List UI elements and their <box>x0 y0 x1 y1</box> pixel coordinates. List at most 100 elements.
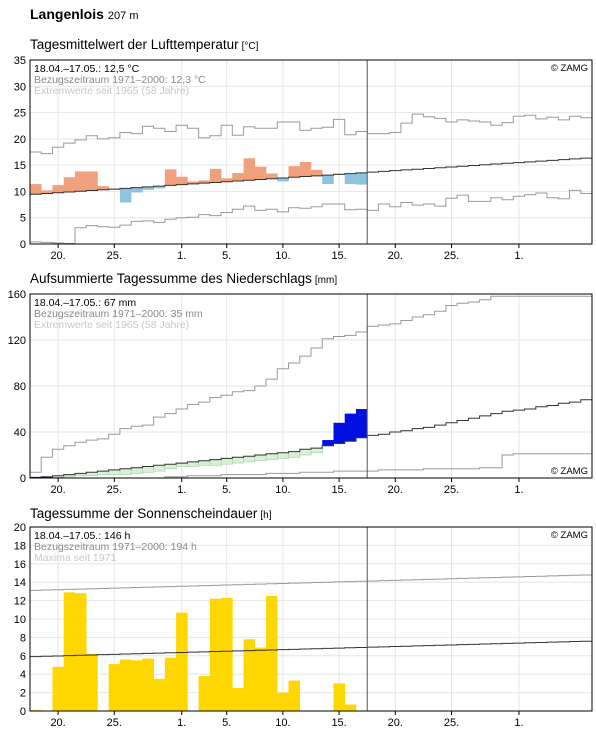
y-tick-label: 18 <box>14 540 26 552</box>
precipitation-unit: [mm] <box>314 275 338 286</box>
temperature-day-bar <box>131 187 143 193</box>
sunshine-day-bar <box>63 592 76 711</box>
temperature-day-bar <box>266 173 278 179</box>
temperature-day-bar <box>97 186 109 190</box>
x-tick-label: 25. <box>444 250 459 262</box>
temperature-day-bar <box>86 171 98 191</box>
temperature-chart: 0 5 10 15 20 25 30 35 20. 25. 1. 5. 10. 15. 20. 25. 1. 18… <box>14 55 593 262</box>
sunshine-day-bar <box>277 692 289 711</box>
precipitation-day-bar <box>243 455 256 463</box>
precipitation-day-bar <box>119 468 132 475</box>
precipitation-chart-title: Aufsummierte Tagessumme des Niederschlag… <box>30 271 337 286</box>
sunshine-day-bar <box>176 612 188 711</box>
x-tick-label: 20. <box>50 717 65 729</box>
temperature-day-bar <box>243 158 256 181</box>
legend-line-3: Maxima seit 1971 <box>34 552 116 564</box>
x-tick-label: 25. <box>444 484 459 496</box>
y-tick-label: 30 <box>14 81 26 93</box>
temperature-max-extreme-line <box>30 113 592 155</box>
legend-line-2: Bezugszeitraum 1971–2000: 35 mm <box>34 308 203 320</box>
temperature-day-bar <box>232 173 244 181</box>
station-elevation: 207 m <box>107 10 139 22</box>
x-tick-label: 20. <box>50 484 65 496</box>
y-tick-label: 0 <box>20 473 26 485</box>
sunshine-unit: [h] <box>260 510 272 521</box>
sunshine-day-bar <box>254 647 267 711</box>
copyright-label: © ZAMG <box>551 466 588 477</box>
temperature-day-bar <box>311 169 323 176</box>
y-tick-label: 2 <box>20 688 26 700</box>
plot-border <box>29 526 593 712</box>
temperature-day-bar <box>322 175 334 185</box>
legend-line-1: 18.04.–17.05.: 12,5 °C <box>34 63 140 75</box>
precipitation-day-bar <box>310 447 323 453</box>
legend-line-2: Bezugszeitraum 1971–2000: 194 h <box>34 541 197 553</box>
precipitation-day-bar <box>187 461 200 467</box>
temperature-chart-title: Tagesmittelwert der Lufttemperatur [°C] <box>30 37 258 52</box>
temperature-title-text: Tagesmittelwert der Lufttemperatur <box>30 37 239 52</box>
sunshine-day-bar <box>266 596 278 711</box>
x-tick-label: 25. <box>107 250 122 262</box>
temperature-day-bar <box>119 188 132 203</box>
temperature-day-bar <box>288 166 301 178</box>
precipitation-title-text: Aufsummierte Tagessumme des Niederschlag… <box>30 271 312 286</box>
precipitation-day-bar <box>130 467 143 474</box>
y-tick-label: 160 <box>8 289 26 301</box>
y-tick-label: 10 <box>14 186 26 198</box>
sunshine-max-line <box>30 574 592 591</box>
temperature-day-bar <box>176 176 188 185</box>
temperature-day-bar <box>142 186 154 190</box>
temperature-day-bar <box>153 186 166 189</box>
temperature-day-bar <box>277 178 289 182</box>
precipitation-day-bar <box>153 465 166 472</box>
sunshine-chart-title: Tagessumme der Sonnenscheindauer [h] <box>30 506 272 521</box>
temperature-day-bar <box>63 177 76 193</box>
sunshine-day-bar <box>131 660 143 711</box>
y-tick-label: 4 <box>20 669 26 681</box>
x-tick-label: 1. <box>177 484 186 496</box>
temperature-day-bar <box>344 173 357 185</box>
temperature-day-bar <box>221 178 233 182</box>
y-tick-label: 40 <box>14 427 26 439</box>
precipitation-day-bar <box>209 459 222 466</box>
sunshine-day-bar <box>86 653 98 711</box>
precipitation-day-bar <box>108 469 121 475</box>
sunshine-day-bar <box>153 678 166 711</box>
sunshine-day-bar <box>198 676 211 711</box>
y-tick-label: 20 <box>14 134 26 146</box>
plot-border <box>29 59 593 245</box>
precipitation-max-extreme-line <box>30 295 592 473</box>
sunshine-day-bar <box>243 639 256 711</box>
temperature-day-bar <box>30 184 42 195</box>
precipitation-day-bar <box>142 466 155 473</box>
y-tick-label: 6 <box>20 651 26 663</box>
temperature-normal-line <box>30 157 592 195</box>
y-tick-label: 15 <box>14 160 26 172</box>
temperature-unit: [°C] <box>241 41 259 52</box>
temperature-day-bar <box>41 190 53 194</box>
x-tick-label: 15. <box>331 484 346 496</box>
x-tick-label: 5. <box>222 484 231 496</box>
precipitation-day-bar <box>355 409 368 438</box>
temperature-day-bar <box>209 168 222 183</box>
precipitation-day-bar <box>198 460 211 466</box>
y-tick-label: 20 <box>14 522 26 534</box>
precipitation-day-bar <box>333 422 346 444</box>
y-tick-label: 12 <box>14 596 26 608</box>
precipitation-normal-line <box>30 399 592 479</box>
sunshine-chart: 0 2 4 6 8 10 12 14 16 18 20 20. 25. 1. 5. 10. 15. 20. 25. 1… <box>14 522 593 729</box>
temperature-day-bar <box>299 161 312 177</box>
precipitation-day-bar <box>322 440 334 446</box>
temperature-day-bar <box>164 169 177 186</box>
sunshine-day-bar <box>333 683 346 711</box>
x-tick-label: 25. <box>107 484 122 496</box>
x-tick-label: 15. <box>331 717 346 729</box>
temperature-day-bar <box>254 166 267 180</box>
sunshine-day-bar <box>288 680 301 711</box>
y-tick-label: 120 <box>8 335 26 347</box>
sunshine-title-text: Tagessumme der Sonnenscheindauer <box>30 506 258 521</box>
temperature-day-bar <box>74 171 87 192</box>
y-tick-label: 8 <box>20 632 26 644</box>
x-tick-label: 1. <box>514 250 523 262</box>
legend-line-3: Extremwerte seit 1965 (58 Jahre) <box>34 319 189 331</box>
